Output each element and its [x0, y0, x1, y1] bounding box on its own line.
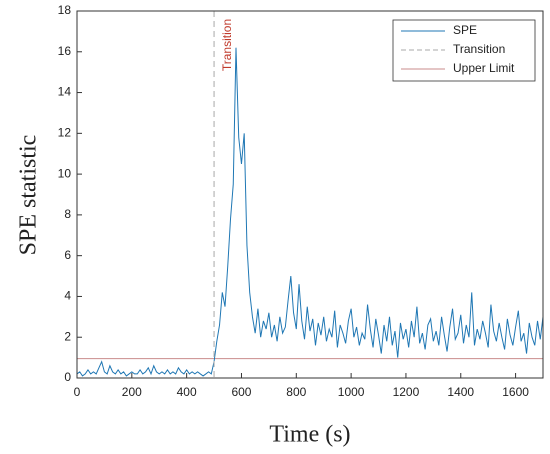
x-tick-label: 1600	[502, 385, 529, 399]
y-tick-label: 2	[64, 329, 71, 343]
annotation: Transition	[220, 19, 234, 71]
x-axis-title: Time (s)	[269, 422, 350, 448]
x-tick-label: 1400	[447, 385, 474, 399]
plot-frame	[76, 10, 544, 379]
data-line	[76, 47, 544, 377]
x-tick-label: 1200	[393, 385, 420, 399]
x-tick-label: 0	[74, 385, 81, 399]
y-tick-label: 18	[58, 3, 72, 17]
y-tick-label: 12	[58, 126, 72, 140]
legend-label: SPE	[453, 23, 477, 37]
y-tick-label: 6	[64, 248, 71, 262]
y-tick-label: 14	[58, 85, 72, 99]
x-tick-label: 400	[177, 385, 197, 399]
x-tick-label: 600	[231, 385, 251, 399]
x-tick-label: 200	[122, 385, 142, 399]
legend-label: Transition	[453, 42, 505, 56]
x-tick-label: 800	[286, 385, 306, 399]
legend-label: Upper Limit	[453, 61, 515, 75]
x-tick-label: 1000	[338, 385, 365, 399]
y-tick-label: 0	[64, 370, 71, 384]
y-tick-label: 16	[58, 44, 72, 58]
legend-box	[392, 19, 536, 82]
y-tick-label: 8	[64, 207, 71, 221]
y-axis-title: SPE statistic	[16, 135, 42, 256]
y-tick-label: 4	[64, 289, 71, 303]
y-tick-label: 10	[58, 166, 72, 180]
